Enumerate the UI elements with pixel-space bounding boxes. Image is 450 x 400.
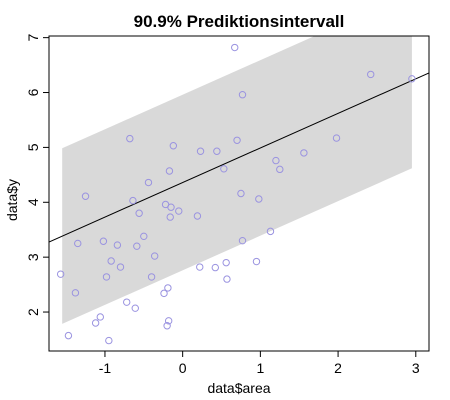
- data-point: [163, 322, 171, 330]
- data-point: [367, 70, 375, 79]
- data-point: [81, 192, 90, 200]
- data-point: [116, 263, 125, 271]
- data-point: [164, 284, 172, 292]
- data-point: [150, 252, 159, 260]
- data-point: [231, 43, 239, 52]
- data-point: [140, 232, 148, 241]
- data-point: [123, 298, 131, 306]
- data-point: [129, 196, 137, 205]
- data-point: [99, 237, 108, 245]
- data-point: [220, 165, 228, 173]
- prediction-band-layer: [62, 36, 412, 324]
- data-point: [175, 207, 183, 215]
- data-point: [164, 317, 173, 325]
- y-tick-label: 5: [25, 143, 41, 151]
- x-axis: -1 0 1 2 3: [99, 351, 420, 376]
- x-tick-label: -1: [99, 360, 112, 376]
- x-axis-label: data$area: [207, 380, 270, 396]
- data-point: [222, 258, 230, 267]
- data-point: [126, 134, 134, 143]
- data-point: [238, 91, 247, 99]
- data-point: [408, 75, 416, 83]
- chart-title: 90.9% Prediktionsintervall: [134, 12, 345, 31]
- data-point: [237, 189, 245, 198]
- y-tick-label: 2: [25, 308, 41, 316]
- x-tick-label: 1: [256, 360, 264, 376]
- prediction-band: [62, 36, 412, 324]
- data-point: [144, 178, 153, 187]
- regression-line-layer: [49, 72, 429, 243]
- data-point: [107, 257, 115, 265]
- data-point: [71, 289, 80, 297]
- data-point: [266, 227, 275, 236]
- data-point: [233, 136, 241, 144]
- y-tick-label: 3: [25, 253, 41, 261]
- y-tick-label: 7: [25, 34, 41, 42]
- data-point: [102, 273, 111, 281]
- x-tick-label: 3: [412, 360, 420, 376]
- data-point: [160, 289, 168, 298]
- plot-frame: [48, 35, 430, 352]
- data-point: [272, 156, 280, 165]
- data-point: [196, 263, 204, 271]
- data-point: [238, 236, 247, 245]
- data-point: [169, 142, 178, 150]
- data-point: [332, 134, 341, 142]
- data-point: [300, 149, 308, 157]
- data-point: [213, 147, 221, 155]
- x-tick-label: 0: [179, 360, 187, 376]
- data-point: [74, 239, 82, 248]
- data-point: [167, 203, 175, 211]
- y-axis-label: data$y: [4, 179, 20, 221]
- data-point: [56, 270, 65, 278]
- data-points-layer: [56, 43, 416, 345]
- data-point: [196, 147, 205, 155]
- data-point: [64, 331, 73, 340]
- data-point: [193, 212, 202, 220]
- data-point: [276, 165, 284, 174]
- data-point: [113, 241, 122, 249]
- data-point: [91, 319, 100, 327]
- data-point: [165, 167, 174, 175]
- data-point: [211, 263, 219, 272]
- data-point: [135, 209, 143, 217]
- data-point: [147, 273, 156, 281]
- data-point: [131, 304, 139, 312]
- data-point: [255, 195, 263, 203]
- data-point: [96, 313, 104, 321]
- y-axis: 2 3 4 5 6 7: [25, 34, 49, 316]
- data-point: [133, 242, 141, 250]
- y-tick-label: 6: [25, 88, 41, 96]
- data-point: [105, 336, 113, 345]
- regression-line: [49, 72, 429, 243]
- data-point: [223, 275, 231, 283]
- data-point: [252, 257, 261, 266]
- x-tick-label: 2: [334, 360, 342, 376]
- data-point: [166, 213, 174, 221]
- y-tick-label: 4: [25, 198, 41, 206]
